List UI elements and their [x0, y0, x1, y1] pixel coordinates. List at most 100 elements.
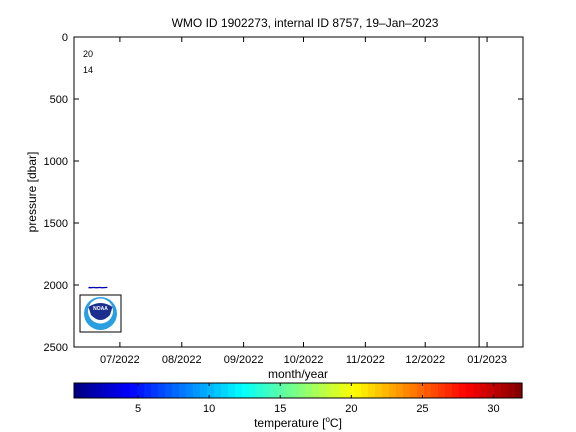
colorbar-cell: [130, 383, 138, 398]
colorbar-cell: [452, 383, 460, 398]
contour-label-bottom: 14: [83, 65, 93, 75]
colorbar-ticks: 5 10 15 20 25 30: [135, 383, 500, 415]
plot-frame: [73, 36, 524, 348]
colorbar-tick-label: 5: [135, 403, 141, 415]
colorbar-cell: [200, 383, 208, 398]
data-points: [88, 286, 108, 289]
colorbar-tick-label: 25: [416, 403, 428, 415]
y-axis-label: pressure [dbar]: [25, 152, 39, 233]
x-axis-ticks: 07/2022 08/2022 09/2022 10/2022 11/2022 12/20…: [100, 37, 507, 366]
colorbar-cell: [459, 383, 467, 398]
colorbar-cell: [179, 383, 187, 398]
data-point: [98, 286, 102, 289]
colorbar-cell: [473, 383, 481, 398]
colorbar-cell: [193, 383, 201, 398]
colorbar-cell: [417, 383, 425, 398]
data-point: [102, 287, 106, 289]
colorbar-cell: [207, 383, 215, 398]
x-tick-label: 09/2022: [224, 354, 264, 366]
x-tick-label: 07/2022: [100, 354, 140, 366]
x-tick-label: 11/2022: [346, 354, 385, 366]
y-tick-label: 1500: [44, 218, 68, 230]
x-tick-label: 10/2022: [284, 354, 324, 366]
colorbar-cell: [389, 383, 397, 398]
colorbar-tick-label: 30: [487, 403, 499, 415]
colorbar-cell: [494, 383, 502, 398]
colorbar-cell: [116, 383, 124, 398]
colorbar-cell: [396, 383, 404, 398]
colorbar-cell: [235, 383, 243, 398]
data-point: [94, 287, 98, 289]
colorbar-cell: [263, 383, 271, 398]
colorbar-cell: [123, 383, 131, 398]
colorbar-cell: [81, 383, 89, 398]
colorbar-cell: [340, 383, 348, 398]
colorbar-cell: [74, 383, 82, 398]
colorbar-cell: [333, 383, 341, 398]
x-tick-label: 08/2022: [162, 354, 202, 366]
colorbar-label-text: temperature [: [254, 416, 326, 430]
colorbar-cell: [347, 383, 355, 398]
data-point: [88, 287, 92, 289]
colorbar-cell: [319, 383, 327, 398]
colorbar-cell: [312, 383, 320, 398]
y-tick-label: 2500: [44, 342, 68, 354]
colorbar-cell: [466, 383, 474, 398]
colorbar-cell: [242, 383, 250, 398]
colorbar-cell: [515, 383, 523, 398]
colorbar-cell: [361, 383, 369, 398]
colorbar-cell: [158, 383, 166, 398]
colorbar-cell: [151, 383, 159, 398]
y-tick-label: 500: [50, 94, 68, 106]
chart-title: WMO ID 1902273, internal ID 8757, 19–Jan…: [172, 16, 439, 30]
colorbar-cell: [249, 383, 257, 398]
colorbar-tick-label: 20: [345, 403, 357, 415]
degree-superscript: o: [325, 415, 330, 424]
colorbar-cell: [165, 383, 173, 398]
colorbar-cell: [186, 383, 194, 398]
y-tick-label: 1000: [44, 156, 68, 168]
colorbar-cell: [291, 383, 299, 398]
colorbar-cell: [424, 383, 432, 398]
y-tick-label: 2000: [44, 280, 68, 292]
colorbar-cell: [228, 383, 236, 398]
colorbar-cell: [501, 383, 509, 398]
colorbar-cell: [480, 383, 488, 398]
colorbar: [73, 382, 523, 399]
data-point: [100, 287, 104, 289]
colorbar-cell: [102, 383, 110, 398]
data-point: [104, 286, 108, 289]
colorbar-cell: [144, 383, 152, 398]
colorbar-cell: [298, 383, 306, 398]
colorbar-cell: [368, 383, 376, 398]
colorbar-cell: [487, 383, 495, 398]
colorbar-label: temperature [oC]: [254, 415, 342, 430]
colorbar-cell: [256, 383, 264, 398]
colorbar-cell: [95, 383, 103, 398]
colorbar-cell: [508, 383, 516, 398]
colorbar-cell: [305, 383, 313, 398]
colorbar-cell: [403, 383, 411, 398]
colorbar-cell: [284, 383, 292, 398]
y-axis-ticks: 0 500 1000 1500 2000 2500: [44, 32, 523, 354]
colorbar-cell: [221, 383, 229, 398]
colorbar-cell: [270, 383, 278, 398]
colorbar-cell: [445, 383, 453, 398]
colorbar-cell: [354, 383, 362, 398]
colorbar-cell: [326, 383, 334, 398]
data-point: [96, 287, 100, 289]
colorbar-cell: [172, 383, 180, 398]
colorbar-cell: [277, 383, 285, 398]
plot-area: [73, 36, 524, 348]
data-point: [90, 287, 94, 289]
logo-bird: [88, 303, 113, 320]
noaa-logo: NOAA: [79, 294, 122, 333]
colorbar-cell: [88, 383, 96, 398]
colorbar-cell: [214, 383, 222, 398]
colorbar-cell: [375, 383, 383, 398]
colorbar-cell: [137, 383, 145, 398]
colorbar-label-unit: C]: [330, 416, 342, 430]
colorbar-cell: [431, 383, 439, 398]
x-tick-label: 01/2023: [467, 354, 507, 366]
